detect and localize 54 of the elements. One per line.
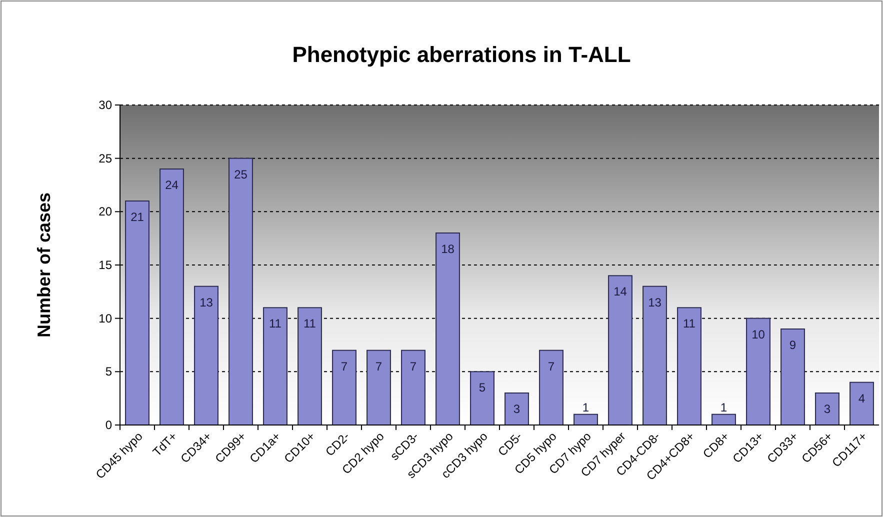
- data-label: 11: [683, 316, 696, 331]
- data-label: 13: [648, 295, 662, 310]
- bar: [746, 318, 770, 426]
- bar: [780, 328, 805, 426]
- bar: [366, 350, 391, 426]
- bar: [194, 286, 218, 426]
- data-label: 11: [269, 316, 282, 331]
- y-tick-label: 30: [98, 98, 112, 112]
- data-label: 18: [441, 242, 455, 256]
- data-label: 1: [582, 400, 590, 414]
- y-tick-label: 25: [98, 151, 112, 166]
- data-label: 7: [340, 359, 348, 374]
- bar: [850, 382, 874, 426]
- bar: [401, 350, 426, 426]
- bar: [504, 392, 529, 426]
- bar: [815, 392, 840, 426]
- data-label: 1: [720, 400, 728, 414]
- data-label: 3: [513, 402, 520, 416]
- data-label: 14: [614, 284, 628, 299]
- bar: [539, 350, 564, 426]
- data-label: 5: [478, 380, 486, 395]
- y-tick-label: 5: [105, 364, 112, 379]
- data-label: 7: [410, 359, 417, 374]
- bar: [228, 158, 253, 426]
- bar: [263, 307, 288, 426]
- bar: [160, 168, 184, 426]
- data-label: 11: [304, 316, 316, 331]
- data-label: 7: [548, 359, 555, 374]
- chart-title: Phenotypic aberrations in T-ALL: [292, 42, 631, 67]
- data-label: 25: [234, 167, 248, 182]
- data-label: 4: [858, 391, 866, 406]
- data-label: 21: [130, 210, 144, 224]
- y-tick-label: 20: [98, 204, 112, 219]
- y-tick-label: 15: [98, 258, 112, 272]
- bar: [470, 371, 494, 426]
- bar: [436, 232, 460, 426]
- data-label: 13: [200, 295, 214, 310]
- bar: [712, 414, 736, 426]
- bar: [298, 307, 322, 426]
- data-label: 7: [375, 359, 382, 374]
- bar: [608, 275, 632, 426]
- data-label: 9: [789, 338, 796, 352]
- bar: [125, 200, 150, 426]
- bar: [642, 286, 667, 426]
- y-tick-label: 0: [105, 418, 112, 432]
- bar: [574, 414, 598, 426]
- data-label: 24: [165, 178, 179, 192]
- bar: [677, 307, 702, 426]
- bar: [332, 350, 356, 426]
- data-label: 10: [752, 327, 766, 342]
- data-label: 3: [824, 402, 831, 416]
- y-axis-title: Number of cases: [34, 192, 54, 338]
- y-tick-label: 10: [98, 311, 112, 326]
- x-tick-label: CD2-: [322, 429, 352, 459]
